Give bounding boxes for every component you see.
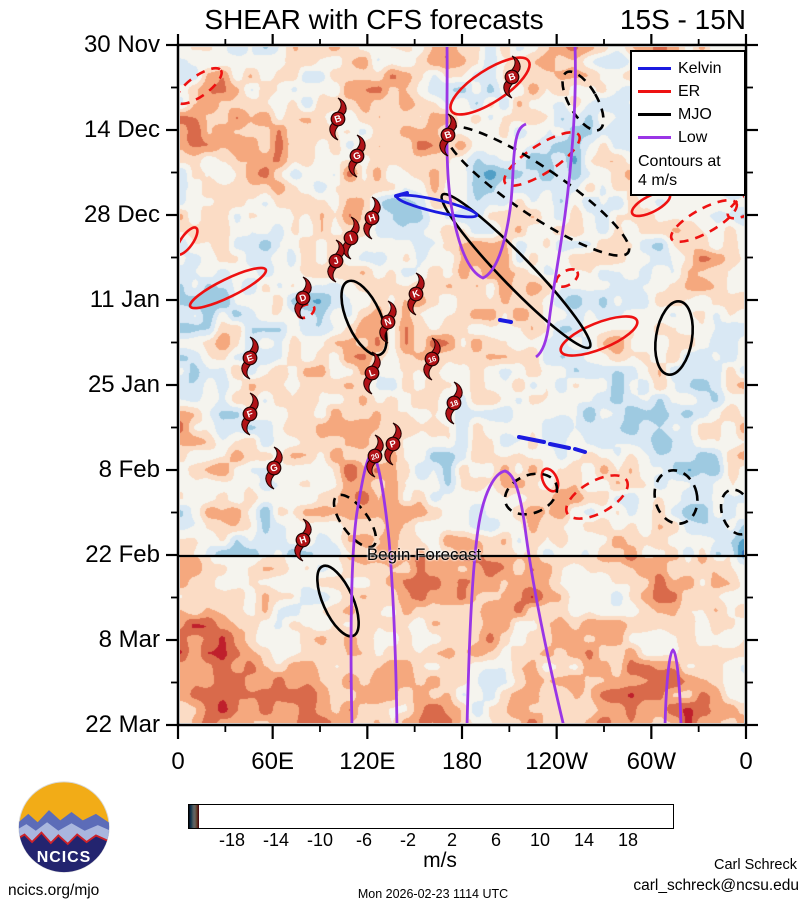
y-axis-label: 25 Jan xyxy=(87,371,160,398)
ncics-logo: NCICS xyxy=(18,781,110,873)
colorbar-tick-label: -10 xyxy=(306,830,333,850)
colorbar-segment xyxy=(197,805,198,828)
x-axis-label: 120W xyxy=(525,748,588,775)
y-axis-label: 11 Jan xyxy=(89,286,160,313)
colorbar-segment xyxy=(195,805,196,828)
y-axis-label: 8 Feb xyxy=(98,456,160,483)
legend-row-low: Low xyxy=(638,126,744,149)
chart-title: SHEAR with CFS forecasts xyxy=(204,4,544,35)
colorbar-segment xyxy=(194,805,195,828)
legend-label-mjo: MJO xyxy=(678,105,712,123)
y-axis-label: 14 Dec xyxy=(83,116,160,143)
colorbar-segment xyxy=(192,805,193,828)
y-axis-label: 8 Mar xyxy=(98,626,160,653)
x-axis-label: 0 xyxy=(171,748,185,775)
colorbar-tick-label: -14 xyxy=(262,830,289,850)
legend-row-mjo: MJO xyxy=(638,103,744,126)
contour-interval-note: Contours at 4 m/s xyxy=(638,152,744,190)
y-axis-labels: 30 Nov 14 Dec 28 Dec 11 Jan 25 Jan 8 Feb 22 Fe… xyxy=(0,0,160,760)
colorbar-segment xyxy=(193,805,194,828)
x-axis-label: 120E xyxy=(339,748,396,775)
colorbar xyxy=(188,804,674,829)
author-email[interactable]: carl_schreck@ncsu.edu xyxy=(633,877,799,894)
mjo-line-swatch xyxy=(638,113,671,116)
x-axis-label: 0 xyxy=(739,748,753,775)
legend-label-kelvin: Kelvin xyxy=(678,59,722,77)
y-axis-label: 28 Dec xyxy=(83,201,160,228)
x-axis-label: 180 xyxy=(441,748,483,775)
y-axis-label: 30 Nov xyxy=(83,31,160,58)
colorbar-tick-label: -2 xyxy=(399,830,416,850)
y-axis-label: 22 Mar xyxy=(85,711,160,738)
kelvin-line-swatch xyxy=(638,67,671,70)
title-row: SHEAR with CFS forecasts 15S - 15N xyxy=(0,4,809,38)
contour-note-line1: Contours at xyxy=(638,153,721,170)
er-line-swatch xyxy=(638,90,671,93)
logo-text: NCICS xyxy=(37,849,91,866)
x-axis-labels: 0 60E 120E 180 120W 60W 0 xyxy=(0,748,809,778)
begin-forecast-label: Begin Forecast xyxy=(366,545,482,564)
colorbar-tick-label: -18 xyxy=(218,830,245,850)
colorbar-segment xyxy=(190,805,191,828)
colorbar-tick-label: 2 xyxy=(446,830,457,850)
colorbar-tick-label: 6 xyxy=(490,830,501,850)
colorbar-segment xyxy=(189,805,190,828)
low-line-swatch xyxy=(638,136,671,139)
site-link[interactable]: ncics.org/mjo xyxy=(8,882,100,899)
wave-legend: Kelvin ER MJO Low Contours at 4 m/s xyxy=(630,50,746,196)
colorbar-tick-label: 14 xyxy=(573,830,595,850)
x-axis-label: 60E xyxy=(251,748,294,775)
y-axis-label: 22 Feb xyxy=(85,541,160,568)
colorbar-unit-label: m/s xyxy=(423,849,457,872)
colorbar-tick-label: 10 xyxy=(529,830,551,850)
latitude-range-label: 15S - 15N xyxy=(619,4,746,35)
colorbar-segment xyxy=(198,805,199,828)
legend-row-er: ER xyxy=(638,80,744,103)
legend-row-kelvin: Kelvin xyxy=(638,57,744,80)
contour-note-line2: 4 m/s xyxy=(638,172,678,189)
author-name: Carl Schreck xyxy=(714,857,797,873)
x-axis-label: 60W xyxy=(626,748,676,775)
colorbar-segment xyxy=(196,805,197,828)
legend-label-low: Low xyxy=(678,128,708,146)
colorbar-segment xyxy=(191,805,192,828)
colorbar-ticks: -18 -14 -10 -6 -2 2 6 10 14 18 xyxy=(0,830,809,852)
logo-ridge-line xyxy=(18,831,110,846)
timestamp: Mon 2026-02-23 1114 UTC xyxy=(357,887,509,901)
colorbar-tick-label: -6 xyxy=(355,830,372,850)
legend-label-er: ER xyxy=(678,82,701,100)
colorbar-tick-label: 18 xyxy=(617,830,639,850)
